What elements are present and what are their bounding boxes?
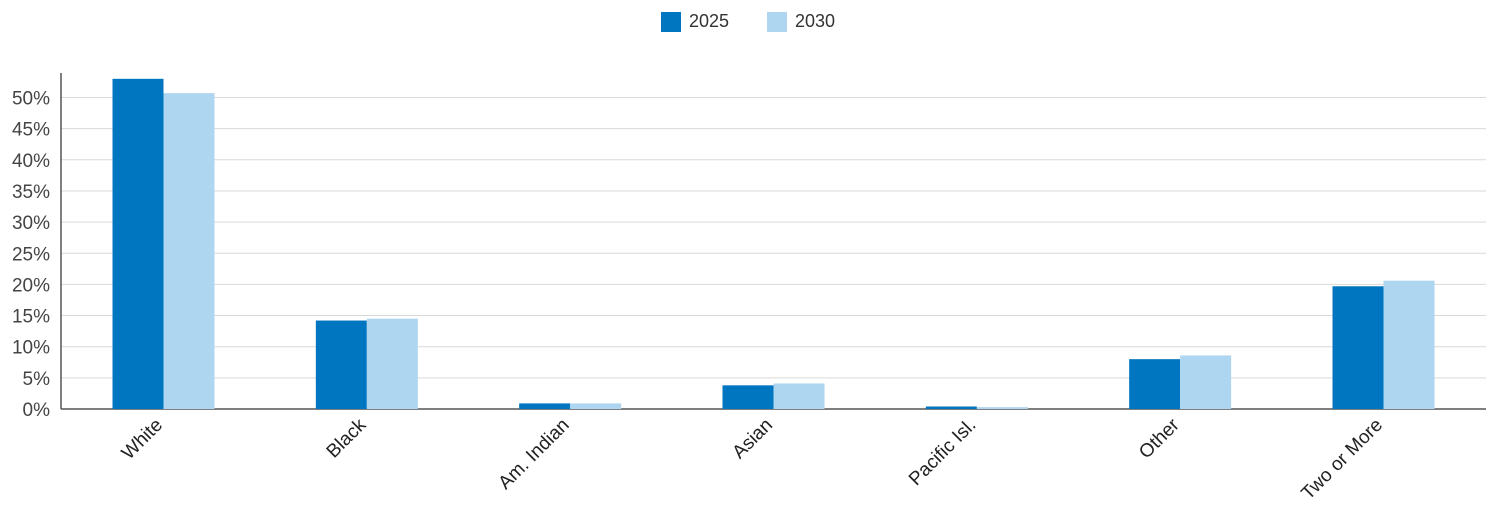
y-tick-label: 0% [23,400,51,421]
x-tick-label: Black [323,414,371,462]
y-tick-label: 25% [12,244,50,265]
bar-2025-black [315,320,367,409]
legend-swatch-2025 [660,11,681,32]
x-tick-label: White [118,415,167,464]
y-tick-label: 50% [12,89,50,110]
bar-2030-pacific-isl [976,407,1028,409]
y-tick-label: 20% [12,275,50,296]
bar-2025-two-or-more [1332,286,1384,409]
y-tick-label: 15% [12,307,50,328]
bar-2030-two-or-more [1383,280,1435,409]
bar-2025-am-indian [519,403,571,409]
x-tick-label: Am. Indian [495,415,574,494]
bar-2025-asian [722,385,774,409]
bar-2030-am-indian [570,403,622,409]
bar-2030-black [366,318,418,409]
bar-2025-pacific-isl [925,406,977,409]
legend-swatch-2030 [767,11,787,32]
x-tick-label: Asian [729,415,777,463]
legend-item-2025: 2025 [660,11,729,32]
legend-label-2025: 2025 [688,11,729,31]
x-tick-label: Other [1135,414,1184,463]
legend-item-2030: 2030 [767,11,835,32]
y-tick-label: 35% [12,182,50,203]
bar-2025-white [112,78,164,409]
bar-2030-asian [773,383,825,409]
y-tick-label: 40% [12,151,50,172]
bar-2025-other [1129,359,1181,409]
x-tick-label: Pacific Isl. [905,415,980,490]
legend: 2025 2030 [0,11,1496,32]
y-tick-label: 10% [12,338,50,359]
bar-2030-white [163,93,215,409]
y-tick-label: 30% [12,213,50,234]
y-tick-label: 5% [23,369,51,390]
x-tick-label: Two or More [1298,415,1388,505]
bar-2030-other [1180,355,1232,409]
y-tick-label: 45% [12,120,50,141]
legend-label-2030: 2030 [795,11,836,31]
